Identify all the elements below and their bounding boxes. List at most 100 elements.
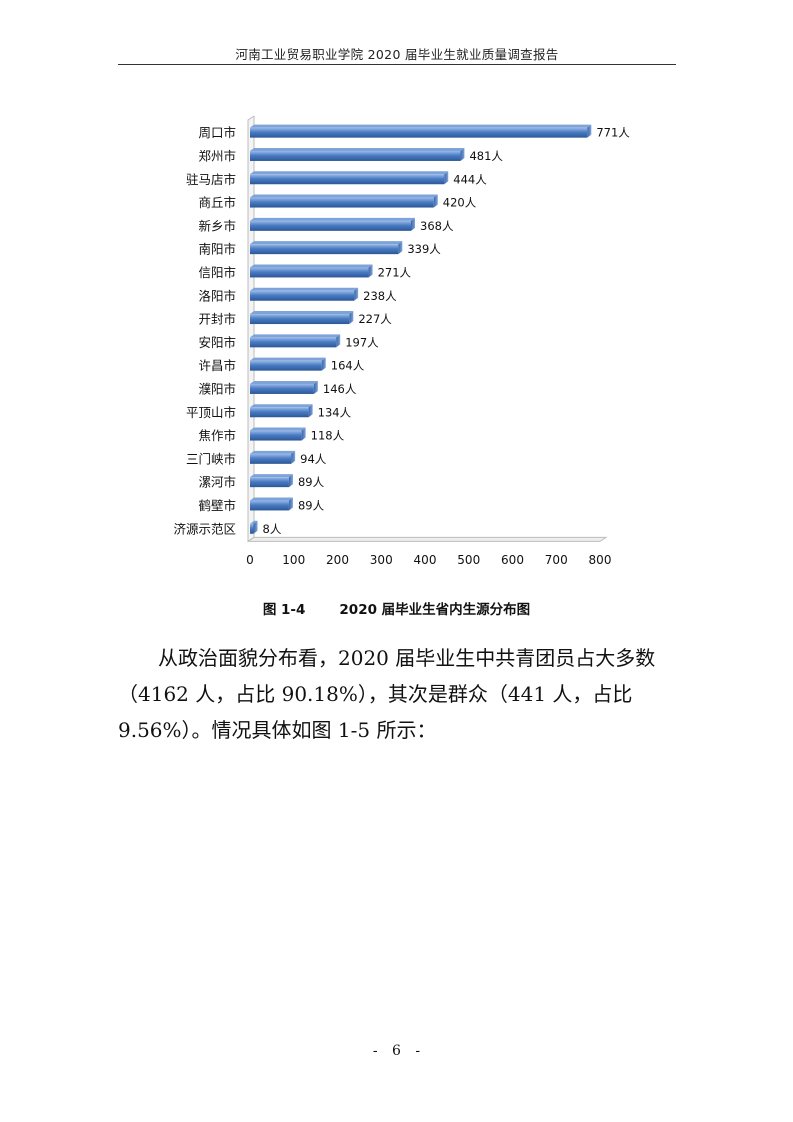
bar (250, 337, 337, 348)
category-label: 信阳市 (198, 265, 236, 280)
data-label: 94人 (300, 452, 327, 466)
bar-top (250, 380, 318, 384)
bar (250, 383, 314, 394)
bar (250, 430, 302, 441)
data-label: 197人 (345, 335, 379, 349)
data-label: 238人 (363, 289, 397, 303)
data-label: 271人 (378, 265, 412, 279)
bar-end (368, 264, 373, 278)
bar (250, 267, 369, 278)
bar-top (250, 171, 449, 175)
bar-end (587, 124, 592, 138)
bar (250, 360, 322, 371)
figure-caption: 图 1-4 2020 届毕业生省内生源分布图 (0, 598, 793, 618)
data-label: 89人 (298, 498, 325, 512)
bar (250, 174, 445, 185)
x-tick-label: 300 (370, 553, 393, 567)
x-tick-label: 0 (246, 553, 254, 567)
bar-end (444, 171, 449, 185)
category-label: 济源示范区 (173, 521, 236, 536)
x-tick-label: 400 (414, 553, 437, 567)
bar-end (321, 357, 326, 371)
category-label: 驻马店市 (186, 172, 236, 187)
bar (250, 150, 461, 161)
bar-end (253, 520, 258, 534)
bar (250, 500, 289, 511)
bar-end (433, 194, 438, 208)
x-tick-label: 600 (501, 553, 524, 567)
category-label: 郑州市 (198, 148, 236, 163)
figure-title: 2020 届毕业生省内生源分布图 (339, 602, 531, 618)
category-label: 许昌市 (198, 358, 236, 373)
data-label: 8人 (263, 522, 282, 536)
category-label: 平顶山市 (186, 405, 236, 420)
bar-top (250, 124, 592, 128)
bar-top (250, 311, 354, 315)
x-tick-label: 800 (589, 553, 612, 567)
data-label: 134人 (318, 405, 352, 419)
bar-top (250, 450, 296, 454)
bar-end (398, 241, 403, 255)
category-label: 焦作市 (198, 428, 236, 443)
category-label: 开封市 (198, 312, 236, 327)
bar-end (460, 147, 465, 161)
bar-top (250, 427, 306, 431)
data-label: 420人 (443, 196, 477, 210)
bar-end (354, 287, 359, 301)
data-label: 89人 (298, 475, 325, 489)
bar-top (250, 404, 313, 408)
data-label: 339人 (407, 242, 441, 256)
header-rule (118, 64, 676, 65)
data-label: 771人 (596, 126, 630, 140)
category-label: 商丘市 (198, 195, 236, 210)
data-label: 481人 (469, 149, 503, 163)
bar-end (308, 404, 313, 418)
bar-top (250, 357, 326, 361)
bar-top (250, 520, 258, 524)
category-label: 鹤壁市 (198, 498, 236, 513)
data-label: 368人 (420, 219, 454, 233)
body-paragraph: 从政治面貌分布看，2020 届毕业生中共青团员占大多数（4162 人，占比 90… (118, 646, 656, 742)
bar-end (411, 217, 415, 231)
bar (250, 127, 588, 138)
data-label: 146人 (323, 382, 357, 396)
bar (250, 314, 350, 325)
x-tick-label: 500 (457, 553, 480, 567)
bar-top (250, 497, 293, 501)
bar-end (291, 450, 296, 464)
bar (250, 477, 289, 488)
bar (250, 220, 411, 231)
bar (250, 407, 309, 418)
bar-top (250, 264, 373, 268)
category-label: 南阳市 (198, 242, 236, 257)
category-label: 洛阳市 (198, 288, 236, 303)
bar (250, 290, 355, 301)
bar-top (250, 474, 293, 478)
category-label: 新乡市 (198, 218, 236, 233)
bar-end (301, 427, 306, 441)
chart-floor (247, 536, 608, 542)
figure-number: 图 1-4 (262, 602, 306, 618)
data-label: 227人 (358, 312, 392, 326)
category-label: 濮阳市 (198, 381, 236, 396)
bar-top (250, 334, 341, 338)
x-tick-label: 700 (545, 553, 568, 567)
bar-end (313, 380, 318, 394)
bar-top (250, 147, 465, 151)
x-tick-label: 200 (326, 553, 349, 567)
bar-end (288, 474, 293, 488)
bar (250, 453, 292, 464)
bar-top (250, 287, 359, 291)
bar (250, 244, 399, 255)
category-label: 周口市 (198, 125, 236, 140)
bar-end (288, 497, 293, 511)
bar-end (349, 311, 354, 325)
bar-top (250, 241, 403, 245)
page-header: 河南工业贸易职业学院 2020 届毕业生就业质量调查报告 (235, 47, 559, 62)
page-number: - 6 - (372, 1043, 421, 1059)
category-label: 安阳市 (198, 335, 236, 350)
body-text: 从政治面貌分布看，2020 届毕业生中共青团员占大多数（4162 人，占比 90… (118, 640, 688, 748)
data-label: 444人 (453, 172, 487, 186)
category-label: 漯河市 (198, 475, 236, 490)
